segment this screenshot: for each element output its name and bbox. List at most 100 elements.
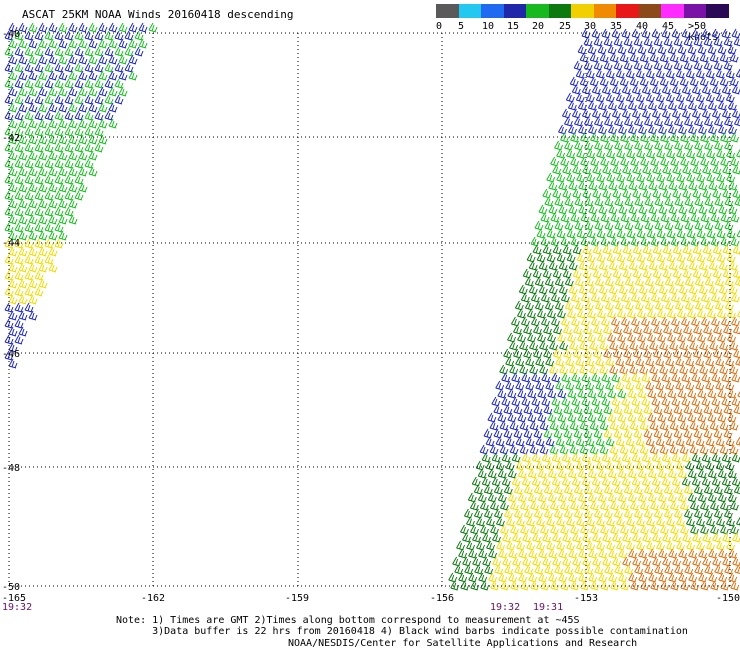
wind-barb [638, 284, 648, 295]
wind-barb [731, 108, 740, 119]
wind-barb [24, 190, 34, 201]
wind-barb [507, 468, 517, 479]
wind-barb [680, 292, 690, 303]
wind-barb [588, 284, 598, 295]
wind-barb [605, 436, 615, 447]
wind-barb [576, 252, 586, 263]
wind-barb [616, 172, 626, 183]
wind-barb [586, 172, 596, 183]
wind-barb [558, 284, 568, 295]
wind-barb [555, 356, 565, 367]
wind-barb [622, 556, 632, 567]
wind-barb [28, 262, 38, 273]
wind-barb [687, 100, 697, 111]
wind-barb [124, 30, 134, 41]
wind-barb [563, 404, 573, 415]
wind-barb [729, 444, 739, 455]
wind-barb [618, 284, 628, 295]
wind-barb [550, 212, 560, 223]
lat-label-46: -46 [2, 349, 20, 360]
wind-barb [546, 252, 556, 263]
wind-barb [662, 164, 672, 175]
wind-barb [649, 76, 659, 87]
wind-barb [630, 236, 640, 247]
wind-barb [38, 134, 48, 145]
wind-barb [576, 228, 586, 239]
wind-barb [696, 540, 706, 551]
wind-barb [4, 334, 14, 345]
wind-barb [646, 148, 656, 159]
wind-barb [495, 460, 505, 471]
notes: Note: 1) Times are GMT 2)Times along bot… [116, 615, 688, 637]
wind-barb [648, 260, 658, 271]
wind-barb [601, 84, 611, 95]
wind-barb [680, 212, 690, 223]
wind-barb [18, 278, 28, 289]
wind-barb [539, 444, 549, 455]
wind-barb [610, 580, 620, 591]
wind-barb [644, 276, 654, 287]
wind-barb [591, 476, 601, 487]
wind-barb [517, 468, 527, 479]
wind-barb [577, 100, 587, 111]
wind-barb [48, 86, 58, 97]
wind-barb [4, 206, 14, 217]
wind-barb [565, 356, 575, 367]
wind-barb [114, 46, 124, 57]
wind-barb [560, 212, 570, 223]
wind-barb [458, 548, 468, 559]
wind-barb [74, 142, 84, 153]
wind-barb [14, 270, 24, 281]
wind-barb [554, 220, 564, 231]
wind-barb [448, 572, 458, 583]
wind-barb [677, 412, 687, 423]
wind-barb [674, 116, 683, 127]
wind-barb [729, 340, 739, 351]
wind-barb [602, 188, 612, 199]
wind-barb [543, 324, 552, 335]
wind-barb [678, 180, 688, 191]
wind-barb [637, 468, 647, 479]
wind-barb [670, 292, 680, 303]
wind-barb [573, 348, 583, 359]
wind-barb [713, 36, 723, 47]
wind-barb [611, 452, 621, 463]
wind-barb [708, 260, 718, 271]
wind-barb [624, 116, 633, 127]
wind-barb [573, 484, 583, 495]
wind-barb [676, 516, 685, 527]
wind-barb [648, 124, 657, 135]
wind-barb [733, 324, 740, 335]
wind-barb [683, 508, 693, 519]
wind-barb [713, 508, 723, 519]
wind-barb [68, 214, 78, 225]
wind-barb [128, 54, 138, 65]
wind-barb [691, 108, 701, 119]
wind-barb [4, 142, 14, 153]
wind-barb [630, 292, 640, 303]
wind-barb [58, 70, 68, 81]
wind-barb [619, 420, 629, 431]
wind-barb [722, 188, 732, 199]
wind-barb [695, 436, 705, 447]
wind-barb [562, 188, 572, 199]
wind-barb [624, 220, 634, 231]
wind-barb [8, 118, 18, 129]
wind-barb [651, 108, 661, 119]
wind-barb [579, 52, 589, 63]
wind-barb [619, 52, 629, 63]
wind-barb [616, 540, 626, 551]
wind-barb [601, 372, 611, 383]
wind-barb [48, 182, 58, 193]
wind-barb [94, 46, 104, 57]
wind-barb [598, 260, 608, 271]
wind-barb [58, 102, 68, 113]
wind-barb [669, 420, 679, 431]
wind-barb [98, 118, 108, 129]
wind-barb [616, 308, 626, 319]
wind-barb [594, 300, 604, 311]
wind-barb [609, 52, 619, 63]
wind-barb [641, 28, 651, 39]
wind-barb [693, 60, 703, 71]
wind-barb [588, 548, 598, 559]
